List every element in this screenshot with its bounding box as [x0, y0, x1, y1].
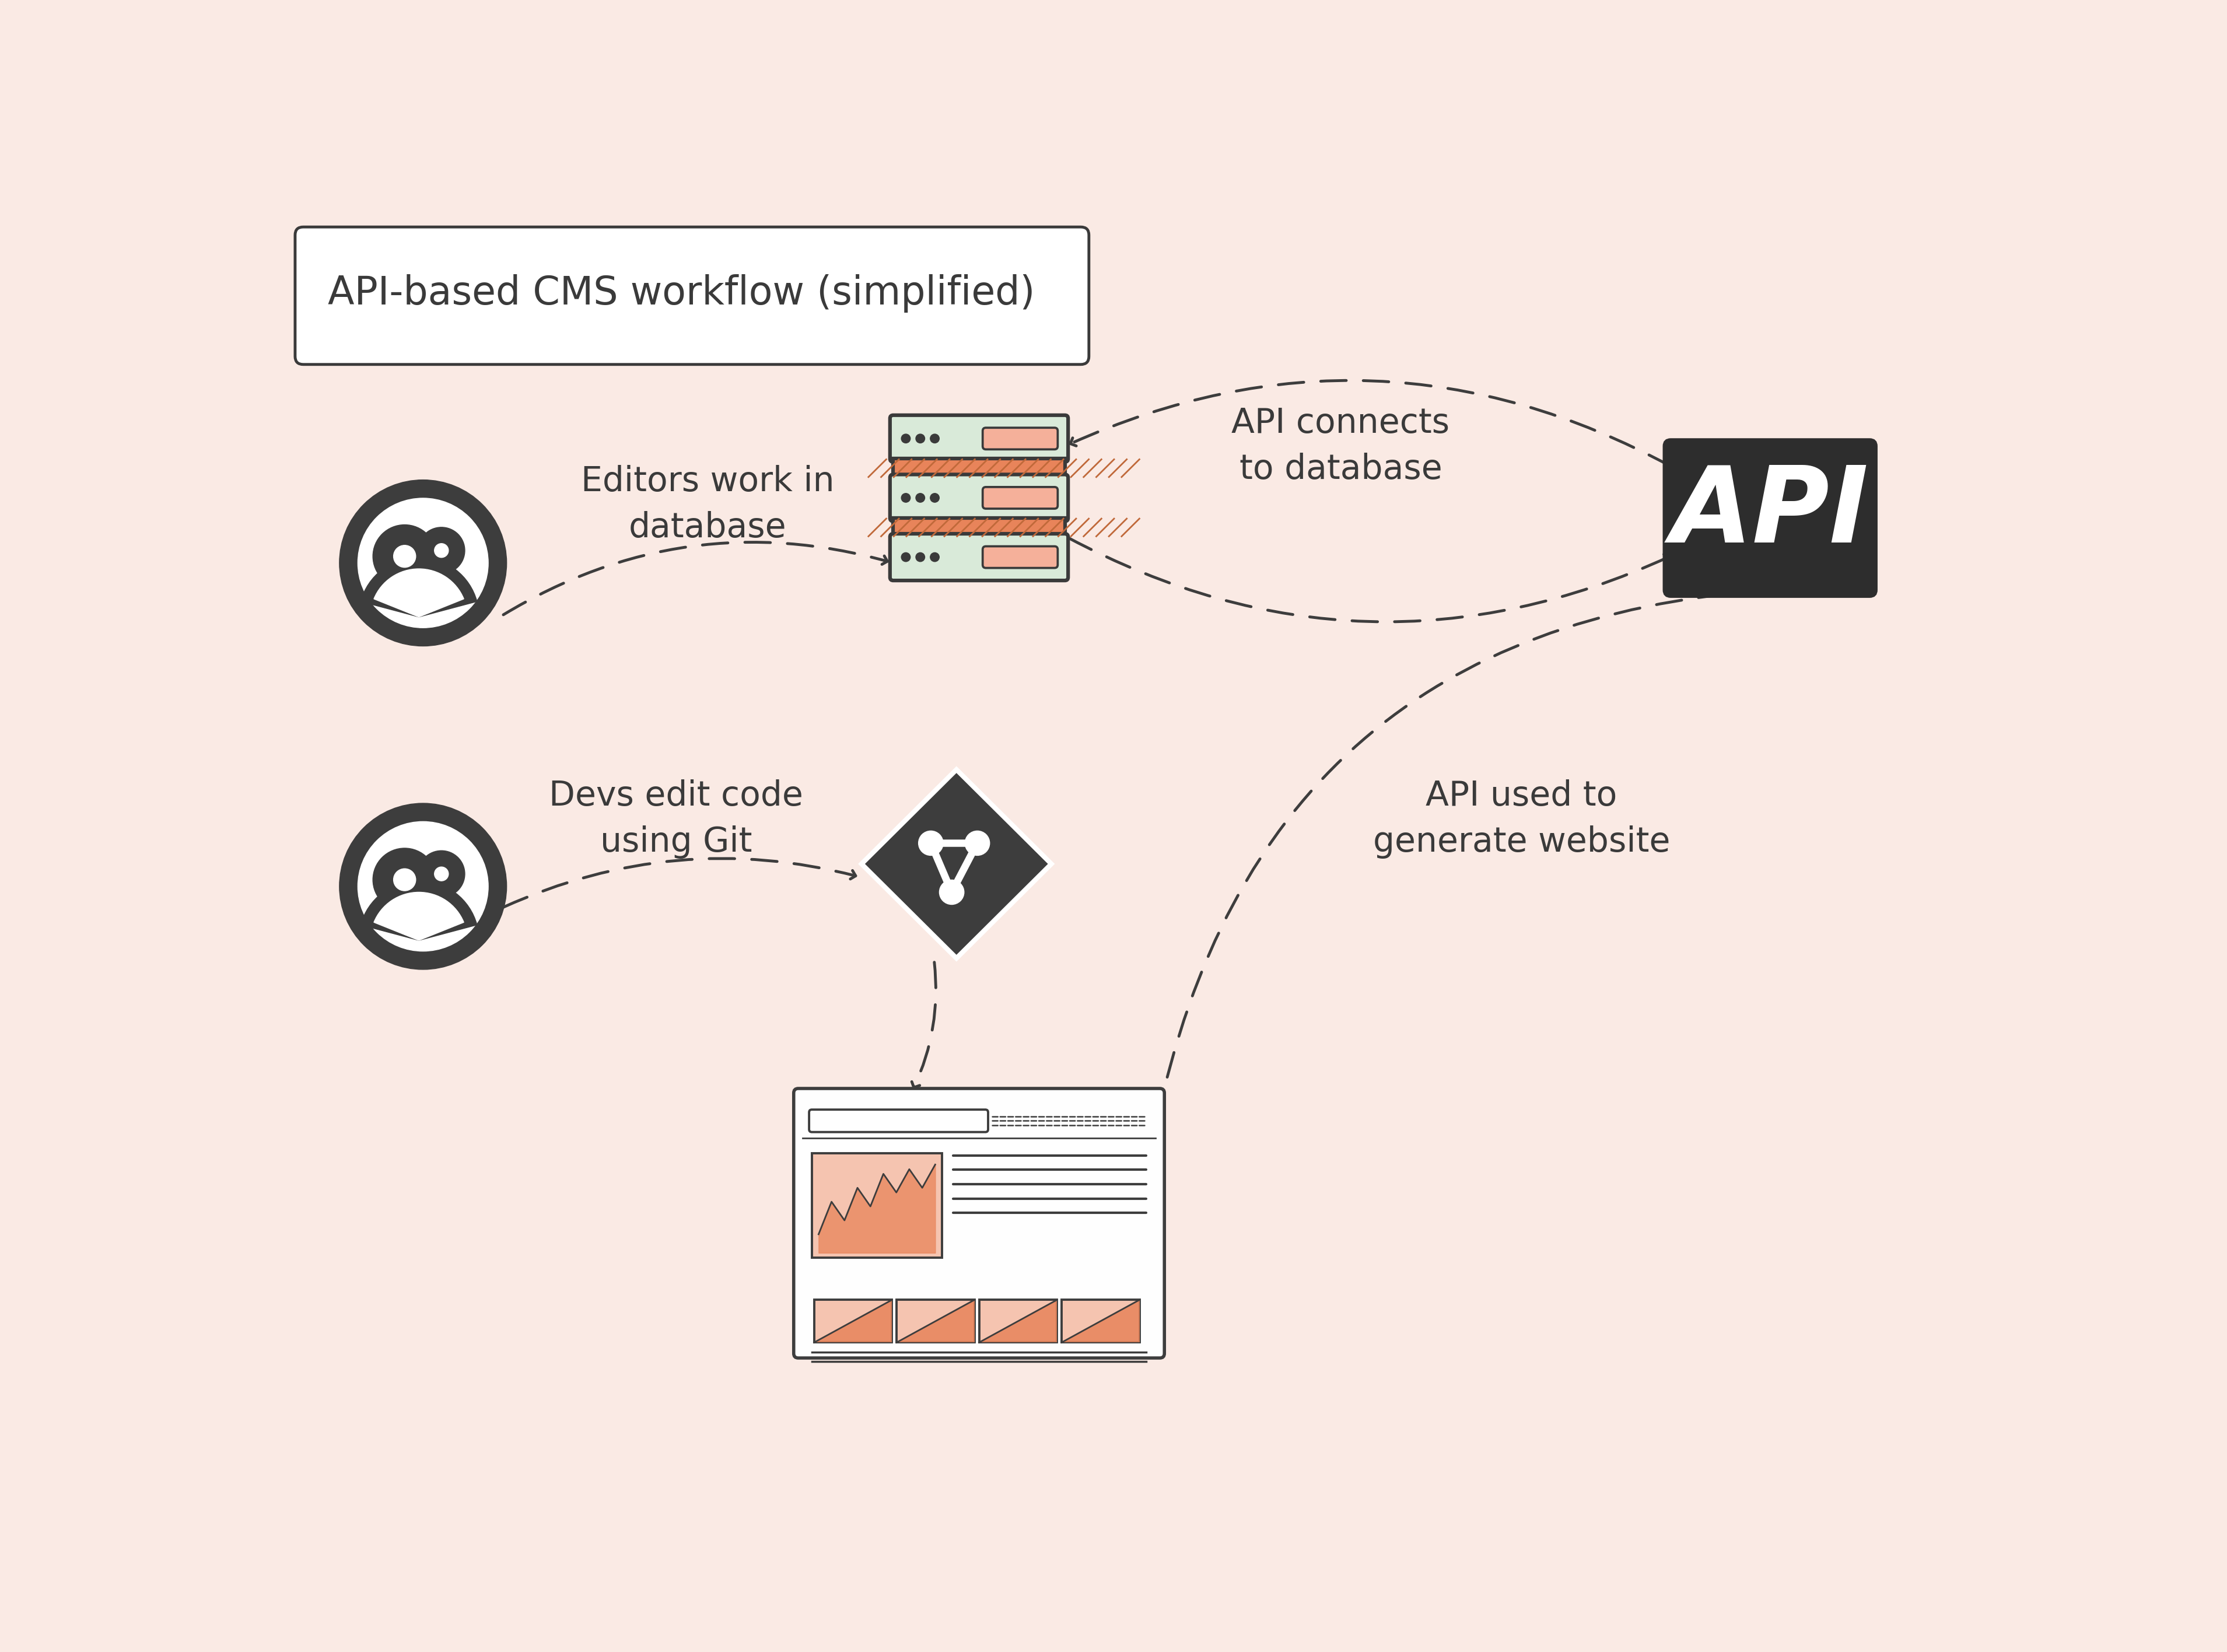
FancyBboxPatch shape — [1664, 439, 1877, 596]
Circle shape — [339, 803, 508, 970]
FancyBboxPatch shape — [891, 534, 1069, 580]
FancyBboxPatch shape — [793, 1089, 1165, 1358]
Text: API-based CMS workflow (simplified): API-based CMS workflow (simplified) — [327, 274, 1036, 312]
Circle shape — [394, 869, 416, 890]
Circle shape — [359, 821, 488, 952]
Circle shape — [931, 434, 940, 443]
Circle shape — [902, 434, 911, 443]
Circle shape — [915, 434, 924, 443]
Circle shape — [394, 545, 416, 567]
FancyBboxPatch shape — [808, 1110, 989, 1132]
FancyBboxPatch shape — [982, 487, 1058, 509]
Polygon shape — [897, 1300, 975, 1343]
Circle shape — [419, 851, 465, 897]
FancyArrowPatch shape — [1069, 539, 1670, 621]
Text: Editors work in
database: Editors work in database — [581, 464, 835, 545]
Circle shape — [372, 847, 436, 912]
Bar — [813, 1153, 942, 1257]
Bar — [893, 459, 1065, 477]
Polygon shape — [862, 770, 1051, 958]
Circle shape — [339, 479, 508, 646]
Wedge shape — [374, 892, 463, 940]
FancyArrowPatch shape — [1071, 380, 1672, 468]
Text: API used to
generate website: API used to generate website — [1372, 780, 1670, 859]
Bar — [897, 1300, 975, 1343]
Circle shape — [915, 553, 924, 562]
Circle shape — [931, 553, 940, 562]
Circle shape — [419, 527, 465, 573]
FancyArrowPatch shape — [503, 859, 855, 907]
FancyBboxPatch shape — [982, 428, 1058, 449]
Circle shape — [902, 553, 911, 562]
FancyBboxPatch shape — [982, 547, 1058, 568]
Circle shape — [434, 867, 448, 881]
Wedge shape — [361, 557, 477, 616]
Text: API: API — [1670, 463, 1868, 565]
Circle shape — [964, 831, 989, 856]
FancyBboxPatch shape — [891, 415, 1069, 463]
Wedge shape — [361, 881, 477, 940]
Wedge shape — [374, 568, 463, 616]
Bar — [893, 519, 1065, 537]
Circle shape — [915, 494, 924, 502]
Bar — [1062, 1300, 1140, 1343]
Bar — [980, 1300, 1058, 1343]
Circle shape — [434, 544, 448, 557]
FancyBboxPatch shape — [891, 474, 1069, 520]
Circle shape — [902, 494, 911, 502]
Circle shape — [359, 499, 488, 628]
FancyArrowPatch shape — [503, 542, 886, 615]
Text: Devs edit code
using Git: Devs edit code using Git — [550, 780, 804, 859]
Polygon shape — [815, 1300, 893, 1343]
Polygon shape — [1062, 1300, 1140, 1343]
FancyBboxPatch shape — [296, 226, 1089, 365]
Circle shape — [931, 494, 940, 502]
Text: API connects
to database: API connects to database — [1232, 406, 1450, 486]
FancyArrowPatch shape — [911, 961, 935, 1087]
Circle shape — [918, 831, 944, 856]
Bar — [815, 1300, 893, 1343]
Circle shape — [372, 525, 436, 588]
Polygon shape — [980, 1300, 1058, 1343]
Circle shape — [940, 881, 964, 904]
FancyArrowPatch shape — [1154, 590, 1766, 1123]
